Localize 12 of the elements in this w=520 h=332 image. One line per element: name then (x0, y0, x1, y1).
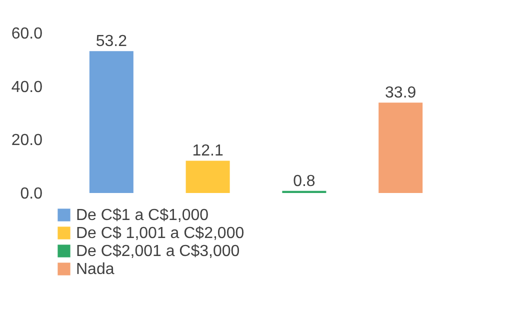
legend-label: De C$2,001 a C$3,000 (76, 243, 240, 260)
legend-label: De C$1 a C$1,000 (76, 207, 209, 224)
y-tick-label: 20.0 (11, 132, 43, 150)
data-label: 0.8 (293, 172, 316, 190)
legend-label: De C$ 1,001 a C$2,000 (76, 225, 244, 242)
y-tick-label: 0.0 (20, 186, 43, 202)
y-tick-label: 60.0 (11, 26, 43, 42)
data-label: 33.9 (385, 84, 416, 102)
y-tick-label: 40.0 (11, 78, 43, 96)
legend-label: Nada (76, 261, 114, 278)
data-label: 12.1 (192, 142, 224, 160)
data-label: 53.2 (96, 33, 128, 50)
